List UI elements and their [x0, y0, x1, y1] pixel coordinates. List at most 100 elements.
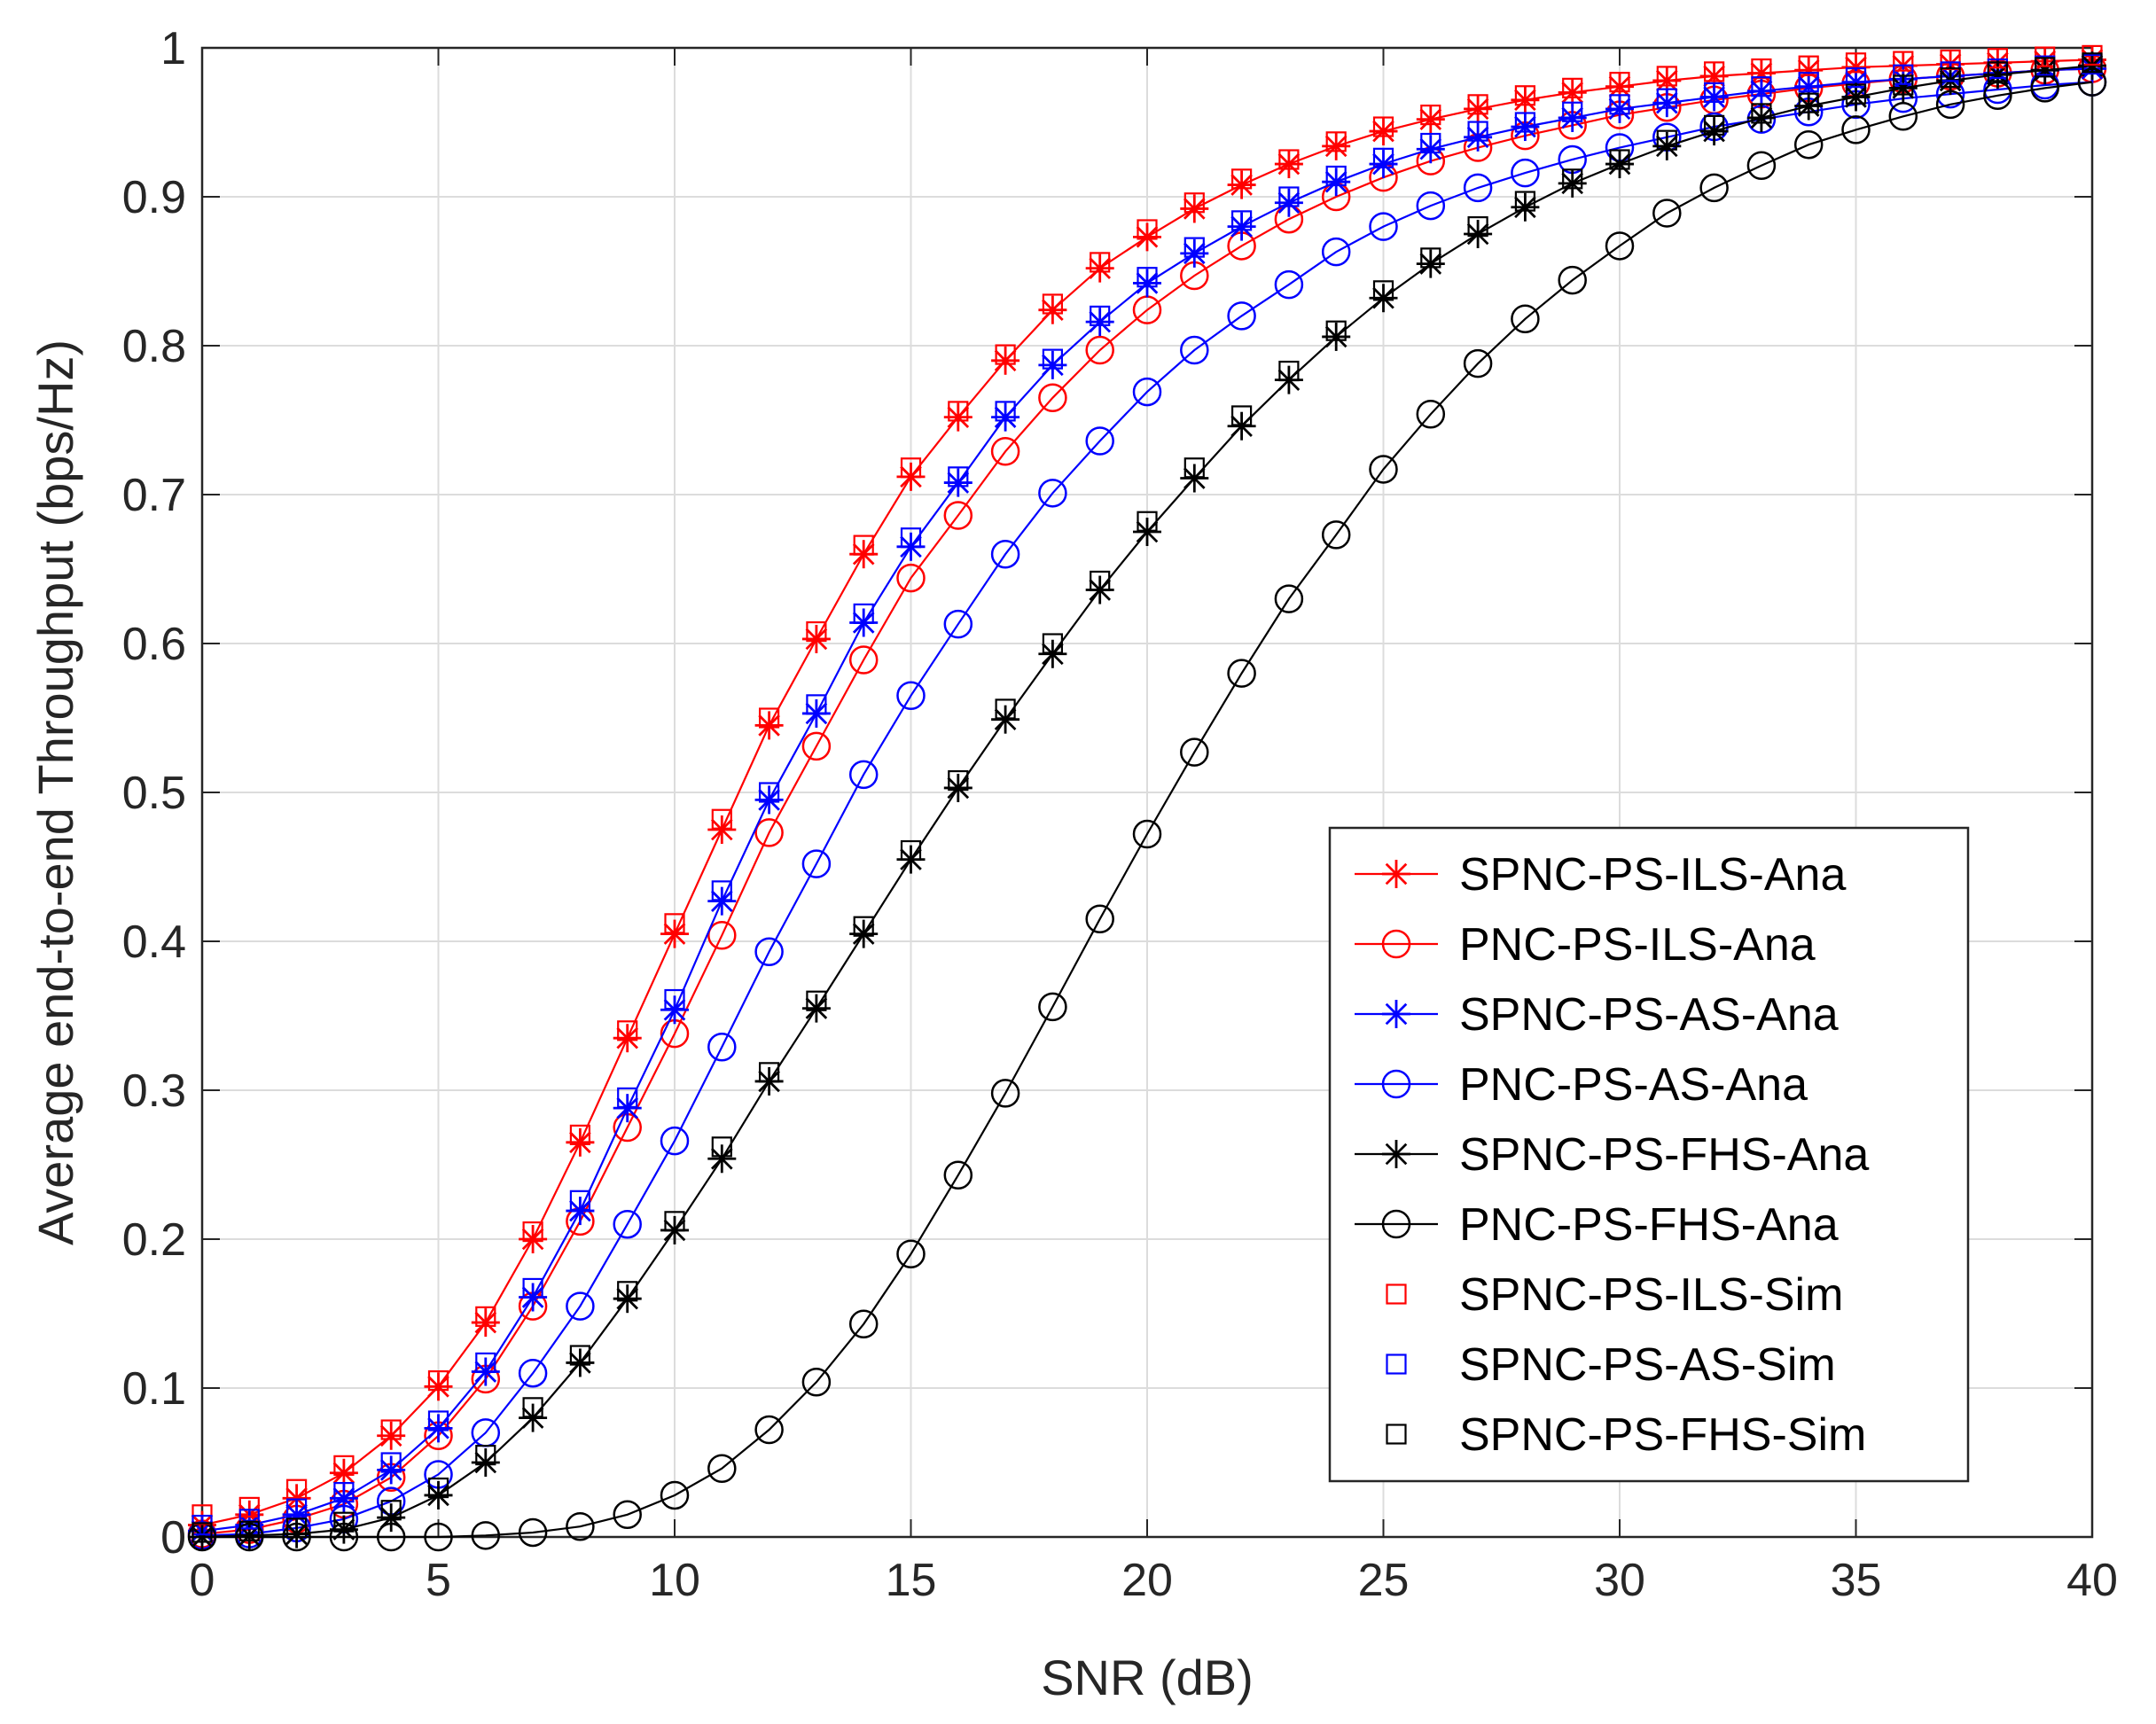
- data-point: [848, 760, 879, 790]
- data-point: [471, 1308, 500, 1338]
- data-point: [995, 698, 1016, 720]
- data-point: [1746, 151, 1777, 180]
- data-point: [1845, 52, 1867, 74]
- data-point: [900, 527, 922, 549]
- data-point: [896, 563, 926, 593]
- legend-marker: [1386, 1424, 1407, 1445]
- data-point: [754, 937, 784, 967]
- data-point: [1416, 400, 1446, 429]
- data-point: [424, 1522, 453, 1552]
- data-point: [806, 620, 827, 643]
- data-point: [900, 839, 922, 862]
- data-point: [617, 1020, 638, 1041]
- legend-label: SPNC-PS-ILS-Sim: [1459, 1269, 1843, 1321]
- data-point: [519, 1403, 548, 1432]
- data-point: [522, 1221, 543, 1243]
- legend-label: SPNC-PS-FHS-Sim: [1459, 1409, 1866, 1461]
- data-point: [896, 681, 926, 711]
- data-point: [1372, 280, 1394, 301]
- data-point: [427, 1369, 449, 1392]
- data-point: [1656, 88, 1677, 109]
- data-point: [617, 1087, 638, 1109]
- x-tick-label: 0: [190, 1555, 215, 1606]
- data-point: [1656, 66, 1677, 87]
- data-point: [943, 1160, 973, 1190]
- legend-label: SPNC-PS-FHS-Ana: [1459, 1129, 1869, 1181]
- legend-label: SPNC-PS-AS-Ana: [1459, 989, 1839, 1041]
- data-point: [282, 1522, 311, 1552]
- legend-marker: [1386, 1353, 1407, 1375]
- legend-entry: SPNC-PS-FHS-Sim: [1386, 1409, 1866, 1461]
- data-point: [1703, 82, 1725, 104]
- x-tick-label: 5: [426, 1555, 451, 1606]
- data-point: [191, 1522, 213, 1543]
- data-point: [1793, 129, 1824, 160]
- data-point: [613, 1209, 642, 1239]
- data-point: [1420, 132, 1441, 154]
- data-point: [427, 1477, 449, 1499]
- data-point: [990, 437, 1020, 466]
- data-point: [566, 1511, 595, 1541]
- y-tick-label: 0.3: [122, 1065, 186, 1117]
- series-line: [201, 81, 2093, 1537]
- y-tick-label: 0.8: [122, 321, 186, 372]
- data-point: [1652, 131, 1682, 160]
- data-point: [848, 1309, 879, 1339]
- legend-entry: SPNC-PS-ILS-Ana: [1355, 849, 1846, 901]
- data-point: [522, 1397, 543, 1418]
- data-point: [1703, 114, 1725, 136]
- data-point: [1609, 94, 1630, 115]
- data-point: [943, 609, 973, 639]
- data-point: [1656, 129, 1677, 151]
- data-point: [1180, 464, 1209, 493]
- data-point: [333, 1511, 355, 1533]
- legend-marker: [1382, 1000, 1410, 1028]
- data-point: [518, 1517, 548, 1548]
- data-point: [1652, 199, 1682, 228]
- data-point: [1369, 455, 1398, 484]
- data-point: [848, 645, 879, 675]
- y-axis-title: Average end-to-end Throughput (bps/Hz): [27, 339, 83, 1245]
- data-point: [853, 916, 874, 937]
- data-point: [475, 1352, 496, 1374]
- data-point: [991, 705, 1020, 734]
- data-point: [707, 921, 737, 950]
- data-point: [801, 849, 832, 878]
- data-point: [333, 1455, 355, 1476]
- data-point: [711, 808, 732, 830]
- data-point: [1935, 90, 1965, 120]
- data-point: [707, 815, 737, 844]
- x-tick-label: 10: [649, 1555, 700, 1606]
- data-point: [1746, 76, 1776, 105]
- data-point: [1227, 411, 1256, 441]
- data-point: [1372, 116, 1394, 137]
- data-point: [707, 1033, 737, 1062]
- legend-entry: SPNC-PS-AS-Sim: [1386, 1339, 1836, 1391]
- data-point: [1090, 570, 1111, 592]
- data-point: [1183, 457, 1205, 479]
- data-point: [1467, 121, 1488, 142]
- data-point: [1940, 66, 1961, 89]
- x-tick-label: 30: [1594, 1555, 1645, 1606]
- data-point: [1562, 168, 1583, 190]
- legend-entry: SPNC-PS-FHS-Ana: [1355, 1129, 1869, 1181]
- data-point: [1420, 104, 1441, 126]
- data-point: [475, 1306, 496, 1327]
- data-point: [1888, 102, 1918, 131]
- data-point: [1893, 74, 1914, 96]
- data-point: [1321, 520, 1351, 550]
- data-point: [1042, 348, 1064, 370]
- x-tick-label: 40: [2066, 1555, 2118, 1606]
- data-point: [1699, 173, 1729, 203]
- data-point: [1090, 252, 1111, 273]
- data-point: [1183, 192, 1205, 214]
- data-point: [943, 501, 973, 530]
- data-point: [758, 707, 780, 729]
- data-point: [1558, 265, 1587, 295]
- y-tick-label: 0: [160, 1512, 186, 1564]
- data-point: [806, 694, 827, 715]
- data-point: [1372, 147, 1394, 168]
- data-point: [1751, 76, 1772, 98]
- legend-marker: [1382, 860, 1410, 888]
- data-point: [801, 1368, 832, 1397]
